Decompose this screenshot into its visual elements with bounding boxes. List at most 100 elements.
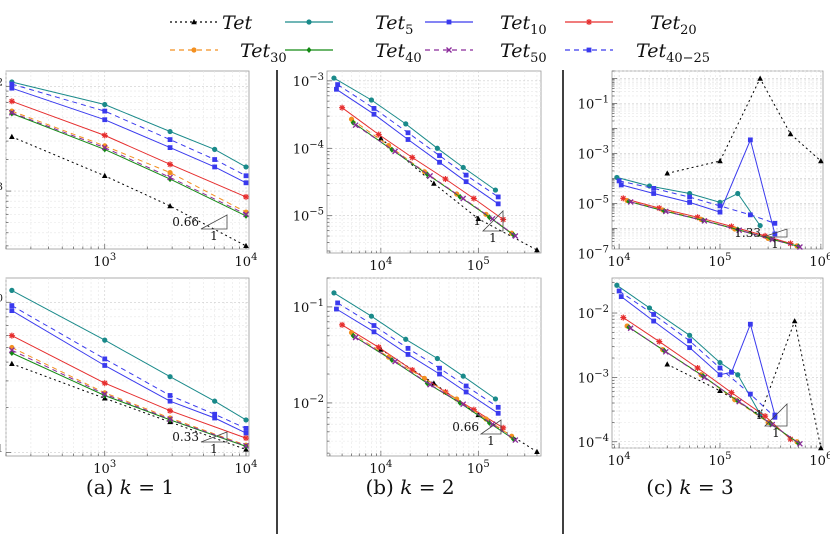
x-tick-label: 104 [608, 451, 631, 469]
plot-area [326, 70, 542, 254]
data-point [614, 282, 620, 288]
data-point [421, 375, 428, 382]
data-point [717, 157, 723, 164]
series [335, 300, 501, 410]
legend-label: Tet40−25 [636, 40, 710, 66]
data-point [717, 209, 723, 215]
data-point [818, 445, 824, 451]
data-point [437, 159, 442, 165]
data-point [243, 442, 249, 449]
series-line [616, 176, 761, 226]
series [8, 347, 249, 449]
grid [5, 278, 249, 456]
data-point [167, 161, 174, 168]
chart-panel: 104 105 106 10−7 10−5 10−3 10−1 1.33 1 [578, 70, 830, 270]
data-point [243, 435, 250, 442]
data-point [339, 321, 346, 328]
legend-item: Tet40−25 [565, 40, 710, 66]
slope-run: 1 [210, 442, 218, 456]
slope-run: 1 [771, 237, 779, 251]
data-point [627, 198, 634, 205]
series-line [337, 302, 499, 408]
y-tick-label: 10−1 [0, 444, 3, 462]
data-point [463, 389, 469, 395]
x-tick-label: 103 [93, 252, 116, 270]
series [9, 85, 249, 186]
data-point [352, 334, 359, 341]
data-point [403, 121, 409, 127]
data-point [512, 233, 519, 239]
data-point [651, 312, 657, 317]
data-point [101, 391, 108, 398]
data-point [747, 137, 753, 143]
data-point [371, 329, 377, 335]
series [616, 288, 778, 420]
data-point [701, 217, 708, 224]
data-point [212, 398, 218, 404]
chart-panel: 104 105 10−2 10−1 0.66 1 [293, 277, 542, 477]
slope-triangle: 11 [473, 210, 504, 245]
slope-label: 0.66 [172, 215, 199, 229]
slope-shape [764, 403, 788, 427]
data-point [762, 413, 769, 420]
data-point [243, 242, 249, 249]
series-line [11, 113, 247, 217]
data-point [656, 338, 663, 345]
slope-triangle: 0.66 1 [172, 214, 228, 243]
series [331, 75, 499, 193]
data-point [375, 344, 382, 351]
data-point [735, 372, 741, 378]
legend-label: Tet5 [375, 12, 413, 38]
data-point [736, 227, 743, 234]
series-line [11, 349, 247, 447]
data-point [167, 416, 174, 423]
series [339, 104, 507, 223]
data-point [434, 355, 440, 362]
legend-item: Tet40 [285, 40, 422, 66]
legend-item: Tet50 [425, 40, 547, 66]
data-point [687, 199, 693, 205]
data-point [460, 195, 467, 202]
data-point [102, 117, 108, 123]
legend-marker [586, 19, 592, 25]
series-line [355, 337, 516, 441]
slope-shape [482, 210, 504, 232]
series-line [11, 136, 247, 247]
data-point [735, 190, 741, 197]
data-point [662, 348, 669, 355]
legend-marker [586, 47, 592, 53]
data-point [664, 361, 671, 367]
series-line [333, 77, 496, 191]
y-tick-label: 10−3 [293, 72, 324, 90]
series-line [630, 327, 801, 445]
x-tick-label: 105 [709, 252, 732, 270]
series [9, 287, 249, 423]
data-point [717, 365, 723, 371]
legend-item: Tet [170, 12, 252, 34]
series-line [337, 84, 499, 198]
series [9, 308, 249, 436]
data-point [442, 176, 449, 183]
data-point [167, 393, 173, 398]
data-point [243, 425, 249, 431]
data-point [102, 356, 108, 362]
data-point [463, 172, 469, 178]
data-point [460, 401, 467, 408]
data-point [392, 358, 399, 365]
series [627, 198, 803, 250]
slope-run: 1 [487, 434, 495, 448]
data-point [460, 373, 466, 379]
data-point [728, 389, 735, 396]
data-point [405, 137, 411, 142]
plot-area [611, 70, 824, 250]
x-tick-label: 105 [467, 459, 490, 477]
data-point [437, 153, 442, 158]
data-point [101, 172, 108, 178]
data-point [243, 173, 249, 179]
data-point [437, 371, 442, 377]
series [8, 98, 250, 200]
data-point [772, 220, 778, 226]
y-tick-label: 10−2 [578, 304, 609, 322]
grid [612, 278, 823, 449]
